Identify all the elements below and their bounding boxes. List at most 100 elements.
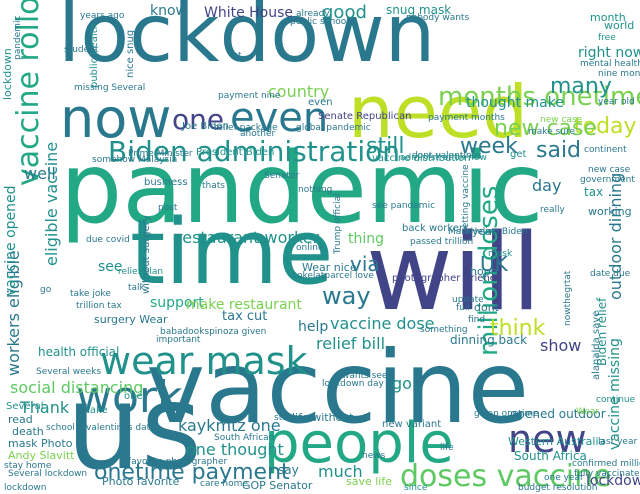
- word: something: [420, 325, 468, 335]
- word: since: [404, 483, 428, 493]
- word: vaccine dose: [330, 314, 435, 333]
- word: babadookspinoza given: [160, 327, 267, 337]
- word: alanalda save: [591, 310, 602, 380]
- word: fully vaccinated: [574, 469, 640, 479]
- word: month: [590, 11, 626, 24]
- word: photographer Ariene: [392, 273, 496, 284]
- word: death: [12, 425, 44, 438]
- word: business: [144, 177, 188, 188]
- word: year: [472, 225, 497, 238]
- word: need: [348, 70, 528, 154]
- word: right now: [578, 45, 640, 61]
- word: dont valentines: [412, 151, 482, 161]
- word: make restaurant: [186, 297, 302, 313]
- word: day: [532, 176, 562, 195]
- word: Several lockdown: [8, 469, 88, 479]
- word: show: [540, 336, 582, 355]
- word: nothing: [298, 185, 333, 195]
- word: take joke: [70, 289, 111, 299]
- word: payment months: [428, 113, 505, 123]
- word: now: [60, 87, 172, 150]
- word: kaykmtz one: [178, 416, 281, 435]
- word: year old: [598, 97, 635, 107]
- word: budget resolution: [518, 483, 598, 493]
- word: eligible vaccine: [42, 141, 61, 266]
- word: good: [322, 2, 367, 23]
- word: somehow Malaysia: [92, 155, 178, 165]
- word: mask: [488, 249, 513, 259]
- word: trillion tax: [76, 301, 122, 311]
- word: even: [308, 97, 333, 108]
- word: world: [604, 19, 635, 32]
- word: dont: [474, 301, 499, 314]
- word: save life: [346, 475, 392, 488]
- word: getting vaccine: [461, 164, 471, 234]
- word: favorite photographer: [128, 457, 228, 467]
- word: another: [240, 129, 276, 139]
- word: hope: [470, 265, 498, 278]
- word: online: [296, 243, 324, 253]
- word: thought make: [466, 95, 564, 111]
- word: nowthegrtat: [563, 270, 573, 326]
- word: outdoor dinning: [606, 172, 625, 300]
- word: one thought: [186, 440, 284, 459]
- word: confirmed million: [572, 459, 640, 469]
- word: way: [322, 282, 371, 310]
- word: relief package: [214, 123, 278, 133]
- word: without surgery: [141, 215, 152, 294]
- word: relief plan: [118, 267, 164, 277]
- word: many: [550, 74, 612, 99]
- word: time: [130, 200, 334, 305]
- word: restaurant worker: [176, 228, 320, 247]
- word: Wear nice: [302, 261, 357, 274]
- word: free: [598, 33, 616, 43]
- word: thats: [202, 181, 225, 191]
- word: continent: [584, 145, 627, 155]
- word: MaraHelino Biden: [448, 227, 528, 237]
- word: stay home: [4, 461, 52, 471]
- word: public health: [89, 23, 100, 88]
- word: missing Several: [74, 83, 146, 93]
- word: well: [24, 164, 56, 183]
- word: Senate Republican: [318, 111, 412, 122]
- word: cokelatparcel love: [292, 271, 374, 281]
- word: said: [536, 138, 582, 163]
- word: lockdown: [4, 483, 47, 493]
- word: Andy Slavitt: [8, 449, 75, 462]
- word: one year: [544, 473, 584, 483]
- word: nice snug: [125, 29, 136, 78]
- word: Photo favorite: [102, 475, 180, 488]
- word: wear mask: [100, 339, 308, 383]
- word: Prime Minister: [128, 149, 193, 159]
- word: thing: [348, 231, 385, 247]
- word: one: [172, 103, 225, 136]
- word: surgery Wear: [94, 313, 168, 326]
- word: much: [318, 462, 363, 481]
- word: global pandemic: [296, 123, 371, 133]
- word: social distancing: [10, 378, 144, 397]
- word: still: [366, 134, 405, 159]
- word: update: [452, 295, 484, 305]
- word: go: [392, 374, 412, 393]
- word: tax cut: [222, 309, 268, 324]
- word: dinning back: [450, 333, 528, 347]
- word: go: [40, 285, 52, 295]
- word: snug mask: [386, 3, 452, 17]
- word: see: [98, 259, 123, 275]
- word: care home: [200, 479, 248, 489]
- word: support: [150, 295, 204, 311]
- word: wants see: [342, 371, 388, 381]
- word: date due: [590, 269, 631, 279]
- word: pandemic: [13, 15, 23, 60]
- word: will: [366, 211, 542, 334]
- word: today: [574, 114, 637, 139]
- word: mental health: [580, 59, 640, 69]
- word: full: [456, 303, 470, 313]
- word: know: [150, 3, 187, 19]
- word: South Africa: [514, 449, 587, 463]
- word: already: [296, 9, 330, 19]
- word: take: [86, 405, 108, 416]
- word: doses vaccine: [400, 459, 612, 494]
- word: UK: [480, 252, 508, 276]
